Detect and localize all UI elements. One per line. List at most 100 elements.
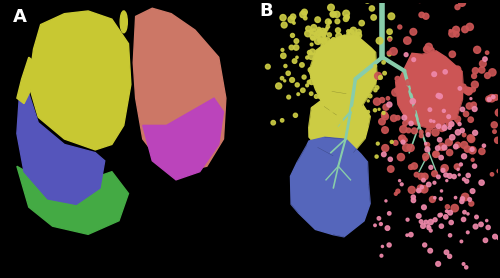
Point [327,91,335,96]
Point [428,48,436,53]
Point [407,165,415,169]
Point [490,129,498,134]
Point [460,262,468,266]
Point [316,95,324,99]
Point [371,108,379,112]
Point [316,38,324,43]
Point [440,126,448,130]
Point [418,174,426,179]
Point [326,48,334,53]
Point [385,51,393,55]
Point [396,136,404,140]
Point [339,105,347,110]
Point [452,195,460,200]
Point [454,143,462,147]
Point [388,14,396,19]
Point [404,80,412,85]
Point [274,84,282,88]
Point [304,26,312,31]
Point [427,165,435,170]
Point [320,34,328,39]
Polygon shape [143,98,224,180]
Point [293,55,301,59]
Point [314,66,322,70]
Point [440,145,448,150]
Point [305,80,313,84]
Point [356,56,364,60]
Point [316,48,324,52]
Point [320,50,328,54]
Point [470,103,478,107]
Point [374,142,382,146]
Point [431,195,439,200]
Point [350,28,358,33]
Point [284,71,292,76]
Point [446,210,454,215]
Point [424,147,432,152]
Point [342,11,350,16]
Point [478,68,486,72]
Point [436,213,444,217]
Point [334,58,342,62]
Point [402,145,410,150]
Point [440,124,448,128]
Point [403,233,411,237]
Point [432,130,440,135]
Point [390,116,398,120]
Point [462,112,470,116]
Point [320,30,328,35]
Point [472,224,480,229]
Point [447,73,455,77]
Point [378,244,386,249]
Point [299,88,307,93]
Point [387,167,395,171]
Point [278,48,286,52]
Point [378,0,386,1]
Point [363,88,371,93]
Point [471,131,479,135]
Point [454,167,462,172]
Point [498,110,500,114]
Point [334,122,342,126]
Point [473,48,481,52]
Point [462,179,470,183]
Point [360,54,368,58]
Point [392,141,400,145]
Ellipse shape [120,11,128,33]
Point [319,39,327,44]
Point [399,140,407,144]
Point [307,91,315,96]
Point [290,21,298,25]
Point [264,64,272,69]
Point [292,113,300,118]
Point [422,107,430,111]
Point [419,224,427,228]
Point [322,65,330,70]
Polygon shape [309,91,370,158]
Point [464,230,472,235]
Point [371,223,379,228]
Point [336,47,344,52]
Point [382,199,390,203]
Point [430,67,438,71]
Point [354,30,362,34]
Point [466,104,473,108]
Point [380,112,388,117]
Point [436,94,444,98]
Point [481,57,489,61]
Point [430,119,438,124]
Point [404,98,411,103]
Point [410,195,418,199]
Point [420,243,428,247]
Point [441,70,449,74]
Point [434,94,442,98]
Point [394,189,402,193]
Point [316,29,324,33]
Point [470,164,478,168]
Point [315,75,323,80]
Polygon shape [29,11,131,150]
Point [472,215,480,219]
Point [375,107,383,111]
Point [424,143,432,147]
Point [446,254,454,259]
